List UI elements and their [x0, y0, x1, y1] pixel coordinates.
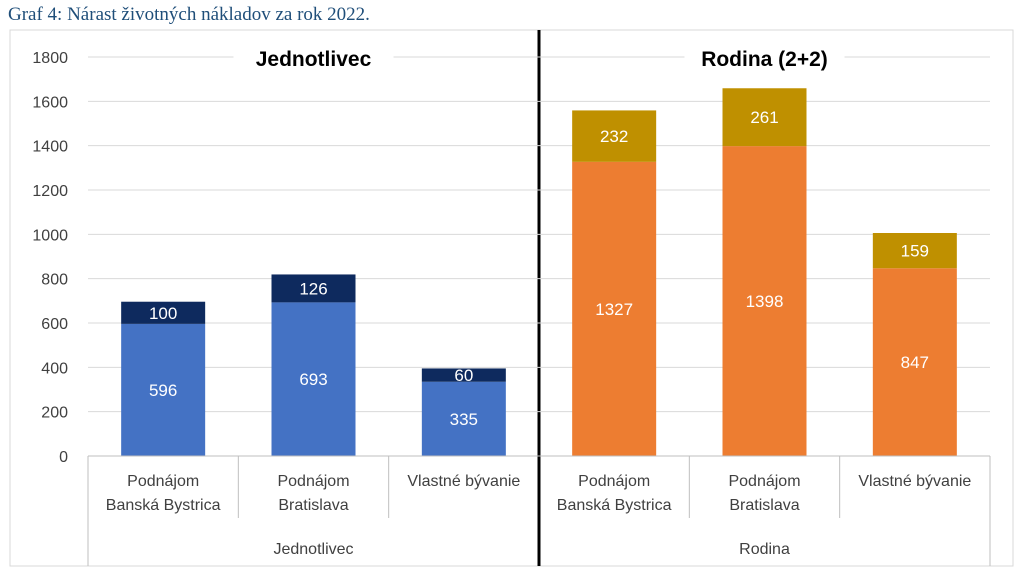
category-label: Vlastné bývanie: [858, 473, 971, 490]
y-tick-label: 1400: [32, 139, 68, 156]
bar-increase-value-label: 60: [454, 366, 473, 385]
bar-increase-segment: [722, 88, 807, 147]
panel-titles: Jednotlivec Rodina (2+2): [233, 42, 845, 74]
panel-title: Jednotlivec: [256, 48, 372, 71]
panel-title-bg: [684, 42, 845, 74]
bar-base-segment: [121, 323, 206, 456]
y-tick-label: 600: [41, 316, 68, 333]
chart-border: [9, 29, 1014, 567]
panel-title: Rodina (2+2): [701, 48, 828, 71]
group-label: Jednotlivec: [273, 541, 353, 558]
bar-increase-value-label: 232: [600, 127, 628, 146]
bar-base-segment: [572, 161, 657, 456]
category-label: Podnájom: [277, 473, 349, 490]
bar-base-value-label: 1327: [595, 300, 633, 319]
bar-increase-segment: [572, 110, 657, 162]
chart-frame: [9, 29, 1014, 567]
category-label: Podnájom: [728, 473, 800, 490]
category-label: Banská Bystrica: [557, 497, 672, 514]
bar-increase-value-label: 100: [149, 304, 177, 323]
bar-increase-value-label: 159: [901, 242, 929, 261]
category-label: Bratislava: [729, 497, 799, 514]
y-axis: 0 200 400 600 800 1000 1200 1400 1600 1800: [32, 50, 68, 466]
y-tick-label: 400: [41, 360, 68, 377]
bar-increase-value-label: 261: [750, 108, 778, 127]
bar-base-segment: [872, 268, 957, 456]
category-label: Podnájom: [127, 473, 199, 490]
bar-base-segment: [722, 146, 807, 457]
y-tick-label: 1600: [32, 94, 68, 111]
bar-increase-value-label: 126: [299, 279, 327, 298]
y-tick-label: 800: [41, 272, 68, 289]
bar-base-segment: [421, 381, 506, 456]
category-label: Banská Bystrica: [106, 497, 221, 514]
y-tick-label: 0: [59, 449, 68, 466]
bar-base-value-label: 847: [901, 353, 929, 372]
category-label: Podnájom: [578, 473, 650, 490]
group-label: Rodina: [739, 541, 790, 558]
chart-caption: Graf 4: Nárast životných nákladov za rok…: [8, 4, 370, 25]
bar-base-value-label: 335: [450, 410, 478, 429]
category-label: Vlastné bývanie: [407, 473, 520, 490]
bar-increase-segment: [421, 368, 506, 382]
y-tick-label: 1800: [32, 50, 68, 67]
category-label: Bratislava: [278, 497, 348, 514]
y-tick-label: 1200: [32, 183, 68, 200]
bar-base-value-label: 693: [299, 370, 327, 389]
bars: 596 100 693 126 335 60 1327 232 1398 261 847 159: [121, 88, 957, 457]
bar-base-segment: [271, 302, 356, 456]
bar-increase-segment: [872, 233, 957, 269]
y-tick-label: 200: [41, 405, 68, 422]
y-tick-label: 1000: [32, 227, 68, 244]
x-axis: Jednotlivec Podnájom Banská Bystrica Podnáj…: [87, 455, 991, 566]
panel-title-bg: [233, 42, 394, 74]
bar-increase-segment: [271, 274, 356, 303]
bar-base-value-label: 596: [149, 381, 177, 400]
bar-increase-segment: [121, 301, 206, 324]
bar-base-value-label: 1398: [746, 292, 784, 311]
